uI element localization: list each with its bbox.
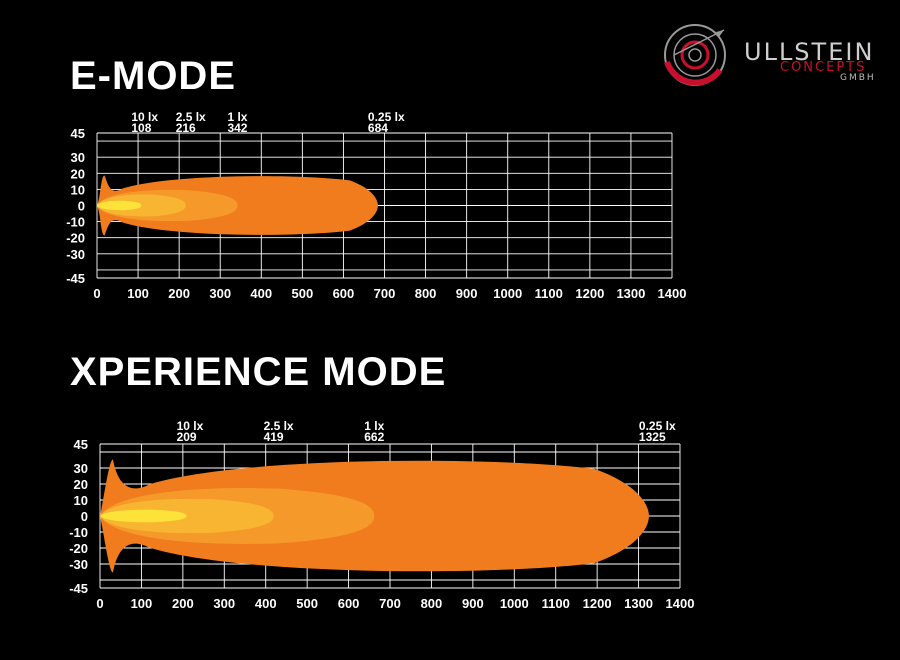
lux-level-label: 1 lx — [364, 419, 384, 433]
x-tick-label: 100 — [131, 596, 153, 611]
y-tick-label: -30 — [66, 247, 85, 262]
beam-lobe-0-25-lx — [100, 459, 649, 573]
x-tick-label: 600 — [333, 286, 355, 301]
lux-level-label: 10 lx — [177, 419, 204, 433]
x-tick-label: 1100 — [542, 596, 570, 611]
x-tick-label: 400 — [255, 596, 277, 611]
lux-level-label: 1 lx — [227, 110, 247, 124]
x-tick-label: 900 — [456, 286, 478, 301]
x-tick-label: 1200 — [575, 286, 604, 301]
y-tick-label: 10 — [71, 182, 85, 197]
lux-distance-label: 342 — [227, 121, 247, 135]
x-tick-label: 0 — [93, 286, 100, 301]
y-tick-label: 30 — [74, 461, 88, 476]
x-tick-label: 800 — [421, 596, 443, 611]
lux-level-label: 0.25 lx — [639, 419, 676, 433]
y-tick-label: -45 — [69, 581, 88, 596]
y-tick-label: 0 — [78, 199, 85, 214]
y-tick-label: 0 — [81, 509, 88, 524]
lux-distance-label: 209 — [177, 430, 197, 444]
y-tick-label: 20 — [71, 166, 85, 181]
y-tick-label: 20 — [74, 477, 88, 492]
y-tick-label: -20 — [69, 541, 88, 556]
logo-suffix: GMBH — [840, 73, 876, 83]
y-tick-label: -45 — [66, 271, 85, 286]
x-tick-label: 400 — [250, 286, 272, 301]
y-tick-label: -20 — [66, 231, 85, 246]
x-tick-label: 200 — [172, 596, 194, 611]
y-tick-label: -10 — [66, 215, 85, 230]
x-tick-label: 1300 — [616, 286, 645, 301]
y-tick-label: 45 — [74, 437, 88, 452]
logo-target-icon — [664, 24, 726, 86]
logo-subtitle: CONCEPTS — [780, 60, 867, 75]
lux-distance-label: 662 — [364, 430, 384, 444]
y-tick-label: -10 — [69, 525, 88, 540]
x-tick-label: 1300 — [624, 596, 653, 611]
x-tick-label: 600 — [338, 596, 360, 611]
ullstein-logo: ULLSTEIN CONCEPTS GMBH — [662, 22, 892, 88]
x-tick-label: 1400 — [658, 286, 687, 301]
x-tick-label: 0 — [96, 596, 103, 611]
x-tick-label: 900 — [462, 596, 484, 611]
lux-level-label: 10 lx — [131, 110, 158, 124]
y-tick-label: 45 — [71, 126, 85, 141]
x-tick-label: 300 — [209, 286, 231, 301]
x-tick-label: 1200 — [583, 596, 612, 611]
e-mode-title: E-MODE — [70, 54, 236, 98]
lux-distance-label: 108 — [131, 121, 151, 135]
logo-name: ULLSTEIN — [744, 38, 875, 66]
beam-lobe-10-lx — [100, 509, 187, 523]
lux-level-label: 2.5 lx — [176, 110, 206, 124]
lux-level-label: 2.5 lx — [264, 419, 294, 433]
x-tick-label: 200 — [168, 286, 190, 301]
y-tick-label: -30 — [69, 557, 88, 572]
x-tick-label: 300 — [213, 596, 235, 611]
beam-lobe-10-lx — [97, 200, 142, 211]
lux-level-label: 0.25 lx — [368, 110, 405, 124]
x-tick-label: 1000 — [500, 596, 529, 611]
x-tick-label: 700 — [374, 286, 396, 301]
x-tick-label: 500 — [296, 596, 318, 611]
beam-lobe-2-5-lx — [100, 498, 274, 534]
x-tick-label: 1100 — [535, 286, 563, 301]
x-tick-label: 700 — [379, 596, 401, 611]
x-tick-label: 1400 — [666, 596, 695, 611]
x-tick-label: 500 — [292, 286, 314, 301]
y-tick-label: 30 — [71, 150, 85, 165]
xperience-mode-title: XPERIENCE MODE — [70, 350, 447, 394]
lux-distance-label: 216 — [176, 121, 196, 135]
x-tick-label: 1000 — [493, 286, 522, 301]
y-tick-label: 10 — [74, 493, 88, 508]
lux-distance-label: 684 — [368, 121, 388, 135]
x-tick-label: 100 — [127, 286, 149, 301]
lux-distance-label: 1325 — [639, 430, 666, 444]
lux-distance-label: 419 — [264, 430, 284, 444]
x-tick-label: 800 — [415, 286, 437, 301]
